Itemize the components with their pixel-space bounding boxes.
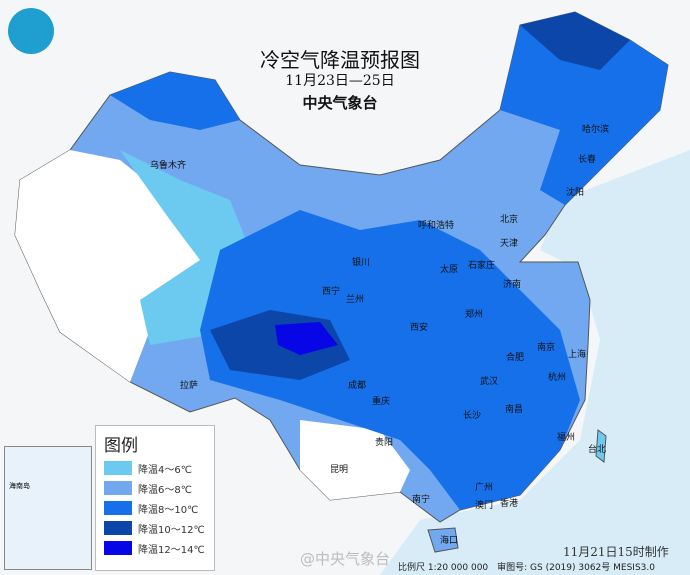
city-label: 南宁 (412, 495, 431, 505)
legend-item: 降温6～8℃ (104, 480, 214, 496)
cma-logo (8, 8, 54, 54)
city-label: 成都 (348, 381, 367, 391)
city-label: 西宁 (322, 287, 341, 297)
legend-item: 降温10～12℃ (104, 520, 214, 536)
legend-title: 图例 (104, 436, 138, 456)
city-label: 昆明 (330, 465, 349, 475)
city-label: 上海 (568, 350, 587, 360)
city-label: 合肥 (506, 353, 525, 363)
legend-label: 降温8～10℃ (138, 504, 199, 516)
scale-info: 比例尺 1:20 000 000 审图号: GS (2019) 3062号 ME… (398, 563, 655, 573)
legend-swatch (104, 501, 132, 515)
city-label: 拉萨 (180, 381, 199, 391)
city-label: 澳门 (475, 501, 494, 511)
legend-swatch (104, 481, 132, 495)
city-label: 兰州 (346, 295, 365, 305)
city-label: 郑州 (465, 310, 484, 320)
region-8-10-north (110, 72, 240, 130)
city-label: 银川 (352, 258, 371, 268)
sea (380, 150, 690, 575)
city-label: 长沙 (463, 411, 482, 421)
map-title: 冷空气降温预报图 (260, 48, 420, 72)
city-label: 南昌 (505, 405, 524, 415)
city-label: 哈尔滨 (582, 125, 610, 135)
legend-item: 降温12～14℃ (104, 540, 214, 556)
city-label: 石家庄 (468, 261, 496, 271)
city-label: 长春 (578, 155, 597, 165)
city-label: 北京 (500, 215, 519, 225)
city-label: 重庆 (372, 397, 391, 407)
city-label: 台北 (588, 445, 607, 455)
city-label: 天津 (500, 239, 519, 249)
region-south-minor (300, 420, 410, 500)
legend-swatch (104, 541, 132, 555)
region-8-10-ne (500, 12, 668, 205)
region-8-10 (200, 210, 580, 510)
legend-item: 降温8～10℃ (104, 500, 214, 516)
city-label: 乌鲁木齐 (150, 161, 187, 171)
legend-label: 降温4～6℃ (138, 464, 192, 476)
city-label: 呼和浩特 (418, 221, 455, 231)
city-label: 西安 (410, 323, 429, 333)
south-china-sea-inset: 海南岛 (4, 446, 92, 570)
legend-swatch (104, 461, 132, 475)
city-label: 南京 (537, 343, 556, 353)
city-label: 杭州 (548, 373, 567, 383)
city-label: 太原 (440, 265, 459, 275)
city-label: 沈阳 (566, 188, 585, 198)
region-west-minor (15, 150, 300, 382)
legend-label: 降温10～12℃ (138, 524, 205, 536)
city-label: 武汉 (480, 377, 499, 387)
city-label: 贵阳 (375, 438, 394, 448)
taiwan (595, 429, 607, 463)
city-label: 福州 (557, 433, 576, 443)
legend-label: 降温6～8℃ (138, 484, 192, 496)
legend-label: 降温12～14℃ (138, 544, 205, 556)
legend-swatch (104, 521, 132, 535)
date-range: 11月23日—25日 (285, 73, 395, 89)
city-label: 济南 (503, 280, 522, 290)
city-label: 广州 (475, 483, 494, 493)
legend: 图例 降温4～6℃ 降温6～8℃ 降温8～10℃ 降温10～12℃ 降温12～14℃ (95, 425, 215, 571)
city-label: 香港 (500, 499, 519, 509)
inset-label: 海南岛 (9, 482, 30, 490)
agency: 中央气象台 (302, 94, 378, 112)
legend-item: 降温4～6℃ (104, 460, 214, 476)
region-10-12-ne (520, 12, 630, 70)
region-12-14 (275, 322, 338, 355)
hainan (427, 527, 459, 553)
made-time: 11月21日15时制作 (563, 545, 669, 559)
watermark: @中央气象台 (300, 550, 391, 568)
city-label: 海口 (440, 536, 459, 546)
